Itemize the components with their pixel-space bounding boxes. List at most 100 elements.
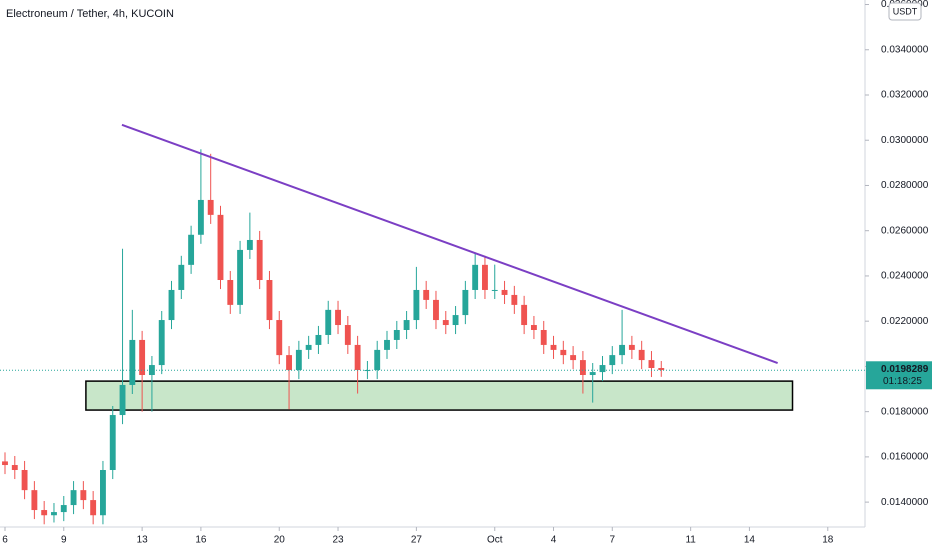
candle-body bbox=[413, 289, 420, 321]
x-tick-label: 9 bbox=[61, 535, 67, 546]
candle-body bbox=[109, 415, 116, 471]
x-tick-label: 20 bbox=[274, 535, 286, 546]
y-tick-label: 0.0220000 bbox=[881, 316, 929, 327]
candle-body bbox=[11, 465, 18, 471]
candle-body bbox=[501, 289, 508, 295]
last-price-label: 0.0198289 bbox=[881, 364, 929, 375]
candle-body bbox=[60, 505, 67, 513]
candle-body bbox=[217, 214, 224, 281]
candle-body bbox=[482, 264, 488, 290]
x-tick-label: 6 bbox=[2, 535, 8, 546]
candle-body bbox=[619, 344, 626, 356]
candle-body bbox=[609, 355, 616, 366]
y-tick-label: 0.0300000 bbox=[881, 135, 929, 146]
candle-body bbox=[2, 461, 8, 466]
x-tick-label: 7 bbox=[610, 535, 616, 546]
candle-body bbox=[423, 289, 430, 300]
candle-body bbox=[354, 344, 361, 371]
candle-body bbox=[305, 344, 312, 350]
y-tick-label: 0.0320000 bbox=[881, 90, 929, 101]
candle-body bbox=[188, 234, 195, 265]
y-tick-label: 0.0180000 bbox=[881, 406, 929, 417]
y-tick-label: 0.0280000 bbox=[881, 180, 929, 191]
candle-body bbox=[246, 239, 253, 250]
candle-body bbox=[100, 470, 106, 516]
candle-body bbox=[550, 344, 557, 350]
candle-body bbox=[295, 349, 302, 371]
candle-body bbox=[80, 490, 87, 501]
candle-body bbox=[560, 349, 567, 356]
plot bbox=[0, 123, 865, 525]
candle-body bbox=[452, 315, 459, 326]
candle-body bbox=[51, 512, 57, 516]
candle-body bbox=[266, 280, 273, 321]
candle-body bbox=[648, 360, 655, 368]
trendline bbox=[121, 123, 778, 364]
candle-body bbox=[344, 325, 351, 345]
y-tick-label: 0.0340000 bbox=[881, 44, 929, 55]
y-tick-label: 0.0240000 bbox=[881, 271, 929, 282]
candle-body bbox=[364, 370, 371, 372]
candle-body bbox=[579, 360, 586, 376]
candle-body bbox=[325, 309, 332, 335]
candle-body bbox=[286, 355, 292, 371]
x-tick-label: 23 bbox=[332, 535, 344, 546]
candle-body bbox=[393, 329, 400, 340]
candle-body bbox=[384, 339, 390, 350]
candle-body bbox=[403, 320, 410, 330]
x-tick-label: 11 bbox=[685, 535, 696, 546]
candle-body bbox=[335, 309, 341, 326]
candle-body bbox=[315, 334, 322, 345]
candle-body bbox=[90, 500, 97, 516]
candle-body bbox=[589, 372, 596, 376]
candle-body bbox=[638, 349, 645, 361]
x-tick-label: 27 bbox=[411, 535, 423, 546]
x-tick-label: 18 bbox=[822, 535, 834, 546]
candle-body bbox=[462, 289, 469, 316]
candle-body bbox=[139, 339, 146, 376]
candle-body bbox=[119, 384, 126, 416]
candle-body bbox=[511, 294, 518, 305]
candle-body bbox=[491, 289, 498, 291]
currency-badge bbox=[888, 2, 922, 21]
candle-body bbox=[570, 355, 577, 361]
candle-body bbox=[530, 325, 537, 330]
y-tick-label: 0.0140000 bbox=[881, 497, 929, 508]
candle-body bbox=[628, 344, 635, 350]
x-tick-label: 14 bbox=[744, 535, 756, 546]
candle-body bbox=[599, 365, 606, 373]
candle-body bbox=[540, 329, 547, 345]
candle-body bbox=[41, 510, 48, 516]
candle-body bbox=[227, 280, 234, 305]
candle-body bbox=[168, 289, 175, 321]
last-price-badge bbox=[866, 361, 932, 390]
chart-title: Electroneum / Tether, 4h, KUCOIN bbox=[6, 8, 174, 20]
candle-body bbox=[237, 249, 244, 305]
support-zone bbox=[85, 380, 794, 411]
candle-body bbox=[129, 339, 136, 385]
currency: USDT bbox=[893, 6, 918, 16]
candle-body bbox=[70, 490, 77, 506]
y-tick-label: 0.0160000 bbox=[881, 452, 929, 463]
candle-body bbox=[207, 199, 214, 215]
candle-body bbox=[442, 320, 449, 326]
x-tick-label: Oct bbox=[487, 535, 503, 546]
candle-body bbox=[158, 320, 165, 366]
candle-body bbox=[256, 239, 263, 281]
candle-body bbox=[178, 264, 185, 290]
candle-body bbox=[197, 199, 204, 235]
countdown: 01:18:25 bbox=[883, 376, 922, 387]
candle-body bbox=[148, 365, 155, 376]
candle-body bbox=[276, 320, 283, 356]
candle-body bbox=[658, 367, 665, 371]
x-tick-label: 16 bbox=[195, 535, 207, 546]
candle-body bbox=[433, 299, 439, 321]
candle-body bbox=[472, 264, 479, 290]
x-tick-label: 13 bbox=[137, 535, 149, 546]
candle-body bbox=[374, 349, 381, 371]
x-tick-label: 4 bbox=[551, 535, 557, 546]
y-tick-label: 0.0260000 bbox=[881, 225, 929, 236]
